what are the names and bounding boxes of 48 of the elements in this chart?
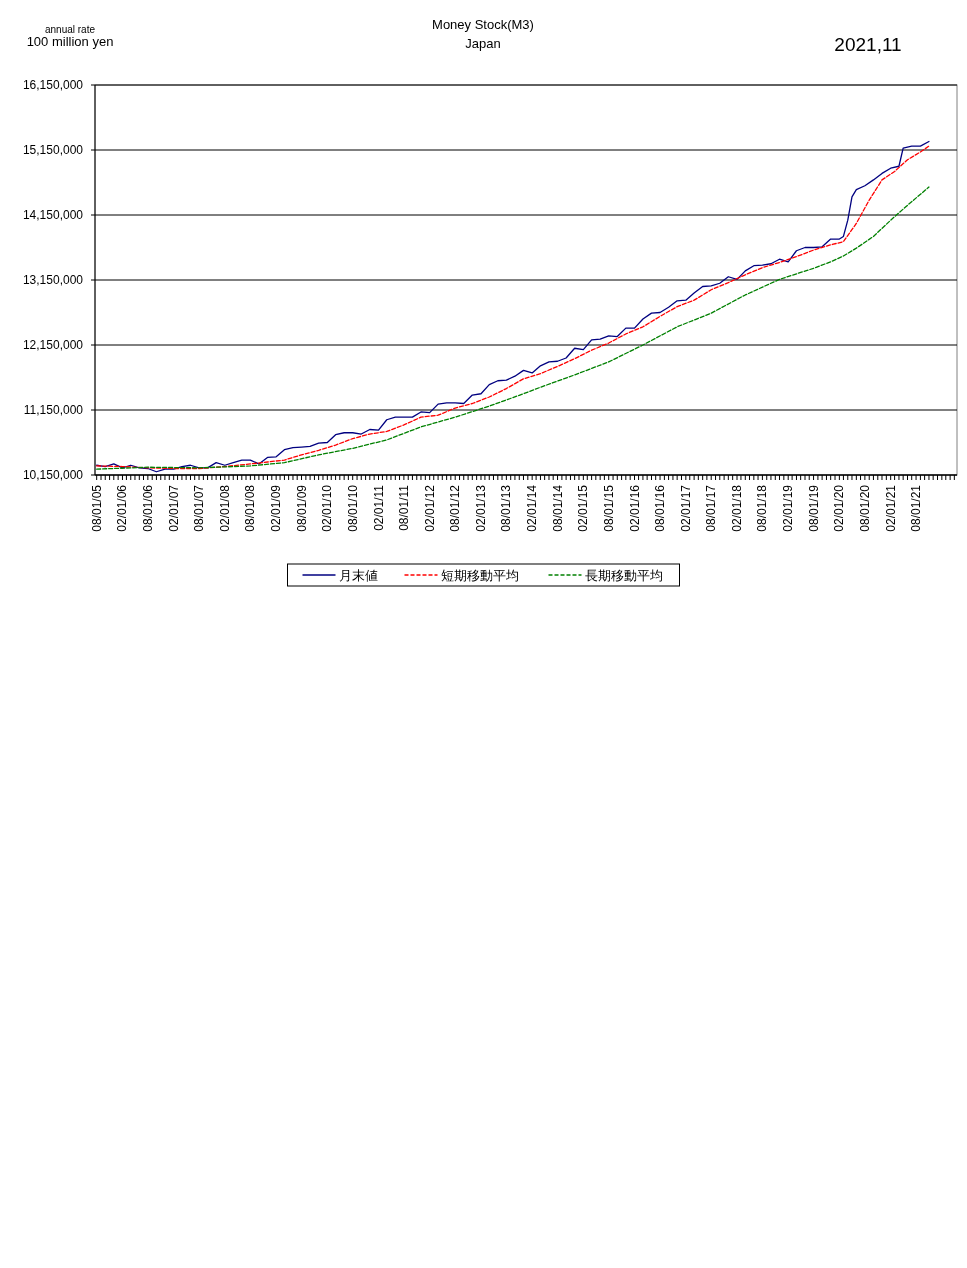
x-tick-label: 08/01/19 [806,484,821,532]
x-tick-label: 02/01/19 [781,484,796,532]
x-tick-label: 08/01/12 [448,484,463,532]
x-tick-label: 02/01/08 [217,484,232,532]
x-tick-label: 02/01/18 [730,484,745,532]
text: annual rate [44,24,96,35]
x-tick-label: 08/01/11 [396,484,411,531]
x-tick-label: 02/01/20 [832,484,847,532]
x-tick-label: 02/01/12 [422,484,437,532]
x-tick-label: 02/01/17 [678,484,693,532]
x-tick-label: 08/01/15 [601,484,616,532]
y-tick-label: 14,150,000 [22,208,84,222]
x-tick-label: 02/01/07 [166,484,181,532]
x-tick-label: 08/01/18 [755,484,770,532]
chart-subtitle: Japan [465,36,501,51]
x-tick-label: 08/01/14 [550,484,565,532]
x-tick-label: 08/01/08 [243,484,258,532]
y-tick-label: 13,150,000 [22,273,84,287]
x-tick-label: 08/01/16 [653,484,668,532]
x-tick-label: 02/01/09 [269,484,284,532]
x-tick-label: 08/01/20 [857,484,872,532]
x-tick-label: 08/01/07 [192,484,207,532]
x-tick-label: 02/01/13 [473,484,488,532]
x-tick-label: 08/01/21 [909,484,924,532]
x-tick-label: 08/01/10 [345,484,360,532]
x-tick-label: 02/01/10 [320,484,335,532]
y-tick-label: 10,150,000 [22,468,84,482]
legend-label: 長期移動平均 [584,568,663,583]
legend-label: 短期移動平均 [440,568,519,583]
x-tick-label: 08/01/17 [704,484,719,532]
x-tick-label: 02/01/11 [371,484,386,531]
legend-label: 月末値 [338,568,378,583]
x-tick-label: 02/01/15 [576,484,591,532]
y-axis-title: 100 million yen [26,34,114,49]
text: 2021,11 [834,34,902,55]
x-tick-label: 08/01/05 [89,484,104,532]
x-tick-label: 02/01/06 [115,484,130,532]
x-tick-label: 02/01/16 [627,484,642,532]
y-tick-label: 11,150,000 [23,403,84,417]
x-tick-label: 02/01/14 [525,484,540,532]
x-tick-label: 08/01/09 [294,484,309,532]
x-tick-label: 02/01/21 [883,484,898,532]
x-tick-label: 08/01/13 [499,484,514,532]
x-tick-label: 08/01/06 [140,484,155,532]
y-tick-label: 12,150,000 [22,338,84,352]
y-tick-label: 15,150,000 [22,143,84,157]
y-tick-label: 16,150,000 [22,78,84,92]
chart-title: Money Stock(M3) [432,17,534,32]
